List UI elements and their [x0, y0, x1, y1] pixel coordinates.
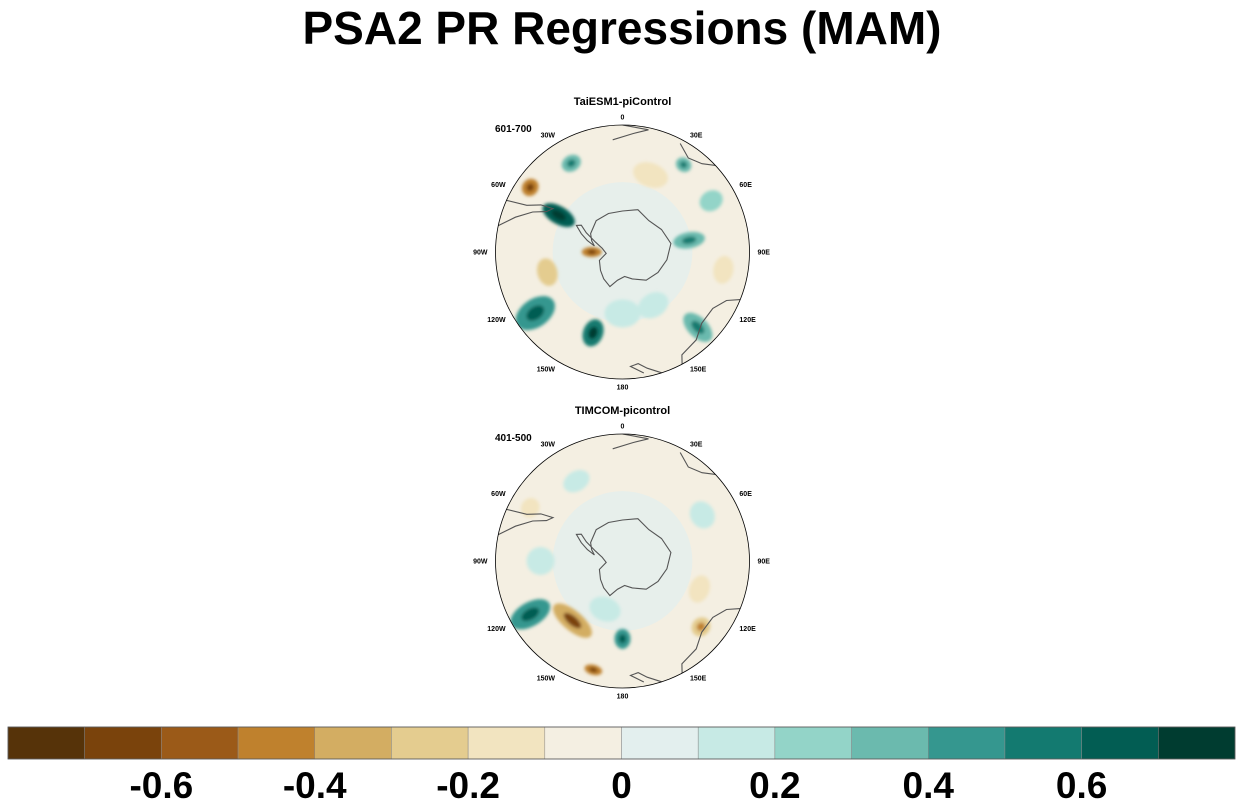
map-border: [495, 433, 750, 689]
colorbar-swatch: [1158, 726, 1236, 760]
coastline: [612, 125, 649, 141]
colorbar-tick-label: 0: [611, 765, 632, 806]
anomaly-patch: [713, 255, 734, 284]
anomaly-patch: [633, 162, 668, 188]
colorbar-swatch: [1004, 726, 1082, 760]
anomaly-patch: [526, 547, 555, 575]
longitude-label: 150W: [537, 366, 556, 373]
colorbar-tick-label: 0.6: [1056, 765, 1107, 806]
coastline-antarctica: [575, 518, 672, 597]
coastline: [498, 508, 555, 536]
colorbar-swatch: [544, 726, 622, 760]
map-inner-field: [552, 182, 693, 322]
colorbar-swatch: [84, 726, 162, 760]
longitude-label: 30W: [541, 442, 556, 449]
longitude-label: 120W: [487, 317, 506, 324]
coastline: [629, 363, 662, 374]
anomaly-core: [588, 326, 598, 339]
map-border: [495, 124, 750, 380]
colorbar-swatch: [314, 726, 392, 760]
anomaly-patch: [604, 299, 641, 328]
anomaly-patch: [520, 497, 540, 518]
anomaly-core: [566, 159, 576, 168]
chart-title: PSA2 PR Regressions (MAM): [302, 2, 942, 54]
polar-map-panel: TIMCOM-picontrol 401-500 0 30E 60E 90E 120E 150…: [473, 405, 771, 701]
longitude-label: 30E: [690, 133, 703, 140]
longitude-label: 180: [617, 385, 629, 392]
map-inner-field: [552, 491, 693, 631]
colorbar-swatch: [467, 726, 546, 760]
coastline: [679, 452, 716, 475]
longitude-label: 120E: [739, 626, 756, 633]
anomaly-core: [681, 236, 697, 245]
anomaly-core: [589, 667, 598, 673]
coastline: [681, 608, 741, 674]
longitude-label: 90E: [758, 559, 771, 566]
coastline: [498, 199, 555, 227]
colorbar-swatch: [928, 726, 1006, 760]
colorbar-tick-label: -0.6: [129, 765, 193, 806]
colorbar: -0.6 -0.4 -0.2 0 0.2 0.4 0.6: [7, 726, 1236, 806]
longitude-label: 30E: [690, 442, 703, 449]
anomaly-core: [618, 634, 627, 644]
anomaly-patch: [638, 292, 669, 319]
anomaly-core: [587, 249, 597, 255]
colorbar-swatch: [621, 726, 699, 760]
longitude-label: 150E: [690, 366, 707, 373]
longitude-label: 120E: [739, 317, 756, 324]
anomaly-core: [551, 209, 566, 221]
longitude-label: 60W: [491, 182, 506, 189]
anomaly-core: [680, 161, 688, 169]
colorbar-swatch: [1081, 726, 1159, 760]
colorbar-border: [7, 726, 1236, 760]
anomaly-patch: [689, 501, 715, 529]
anomaly-patch: [589, 596, 621, 622]
anomaly-core: [526, 305, 545, 321]
panel-title: TIMCOM-picontrol: [575, 405, 670, 417]
longitude-label: 60W: [491, 491, 506, 498]
anomaly-patch: [688, 575, 711, 603]
longitude-label: 90W: [473, 559, 488, 566]
anomaly-patch: [563, 470, 590, 493]
longitude-label: 60E: [739, 182, 752, 189]
year-range-label: 401-500: [495, 433, 532, 444]
longitude-label: 120W: [487, 626, 506, 633]
year-range-label: 601-700: [495, 124, 532, 135]
longitude-label: 150E: [690, 675, 707, 682]
colorbar-swatch: [7, 726, 85, 760]
colorbar-tick-label: 0.2: [749, 765, 800, 806]
colorbar-swatch: [774, 726, 852, 760]
panel-title: TaiESM1-piControl: [574, 96, 672, 108]
longitude-label: 150W: [537, 675, 556, 682]
coastline: [679, 143, 716, 166]
colorbar-swatch: [391, 726, 469, 760]
anomaly-patch: [536, 258, 558, 286]
longitude-label: 90W: [473, 250, 488, 257]
longitude-label: 90E: [758, 250, 771, 257]
longitude-label: 30W: [541, 133, 556, 140]
anomaly-core: [696, 622, 706, 632]
coastline-antarctica: [575, 209, 672, 288]
coastline: [612, 434, 649, 450]
coastline: [681, 299, 741, 365]
anomaly-core: [691, 320, 705, 334]
colorbar-swatch: [851, 726, 929, 760]
anomaly-core: [563, 612, 582, 629]
anomaly-core: [521, 607, 540, 622]
colorbar-swatch: [161, 726, 239, 760]
colorbar-tick-label: -0.4: [283, 765, 347, 806]
coastline: [629, 672, 662, 683]
anomaly-core: [526, 183, 534, 192]
colorbar-tick-label: -0.2: [436, 765, 500, 806]
longitude-label: 60E: [739, 491, 752, 498]
polar-map-panel: TaiESM1-piControl 601-700 0 30E 60E 90E 120E 15…: [473, 96, 771, 392]
colorbar-swatch: [697, 726, 776, 760]
longitude-label: 0: [621, 424, 625, 431]
longitude-label: 180: [617, 694, 629, 701]
colorbar-tick-label: 0.4: [903, 765, 955, 806]
longitude-label: 0: [621, 115, 625, 122]
anomaly-patch: [699, 190, 723, 212]
colorbar-swatch: [237, 726, 315, 760]
